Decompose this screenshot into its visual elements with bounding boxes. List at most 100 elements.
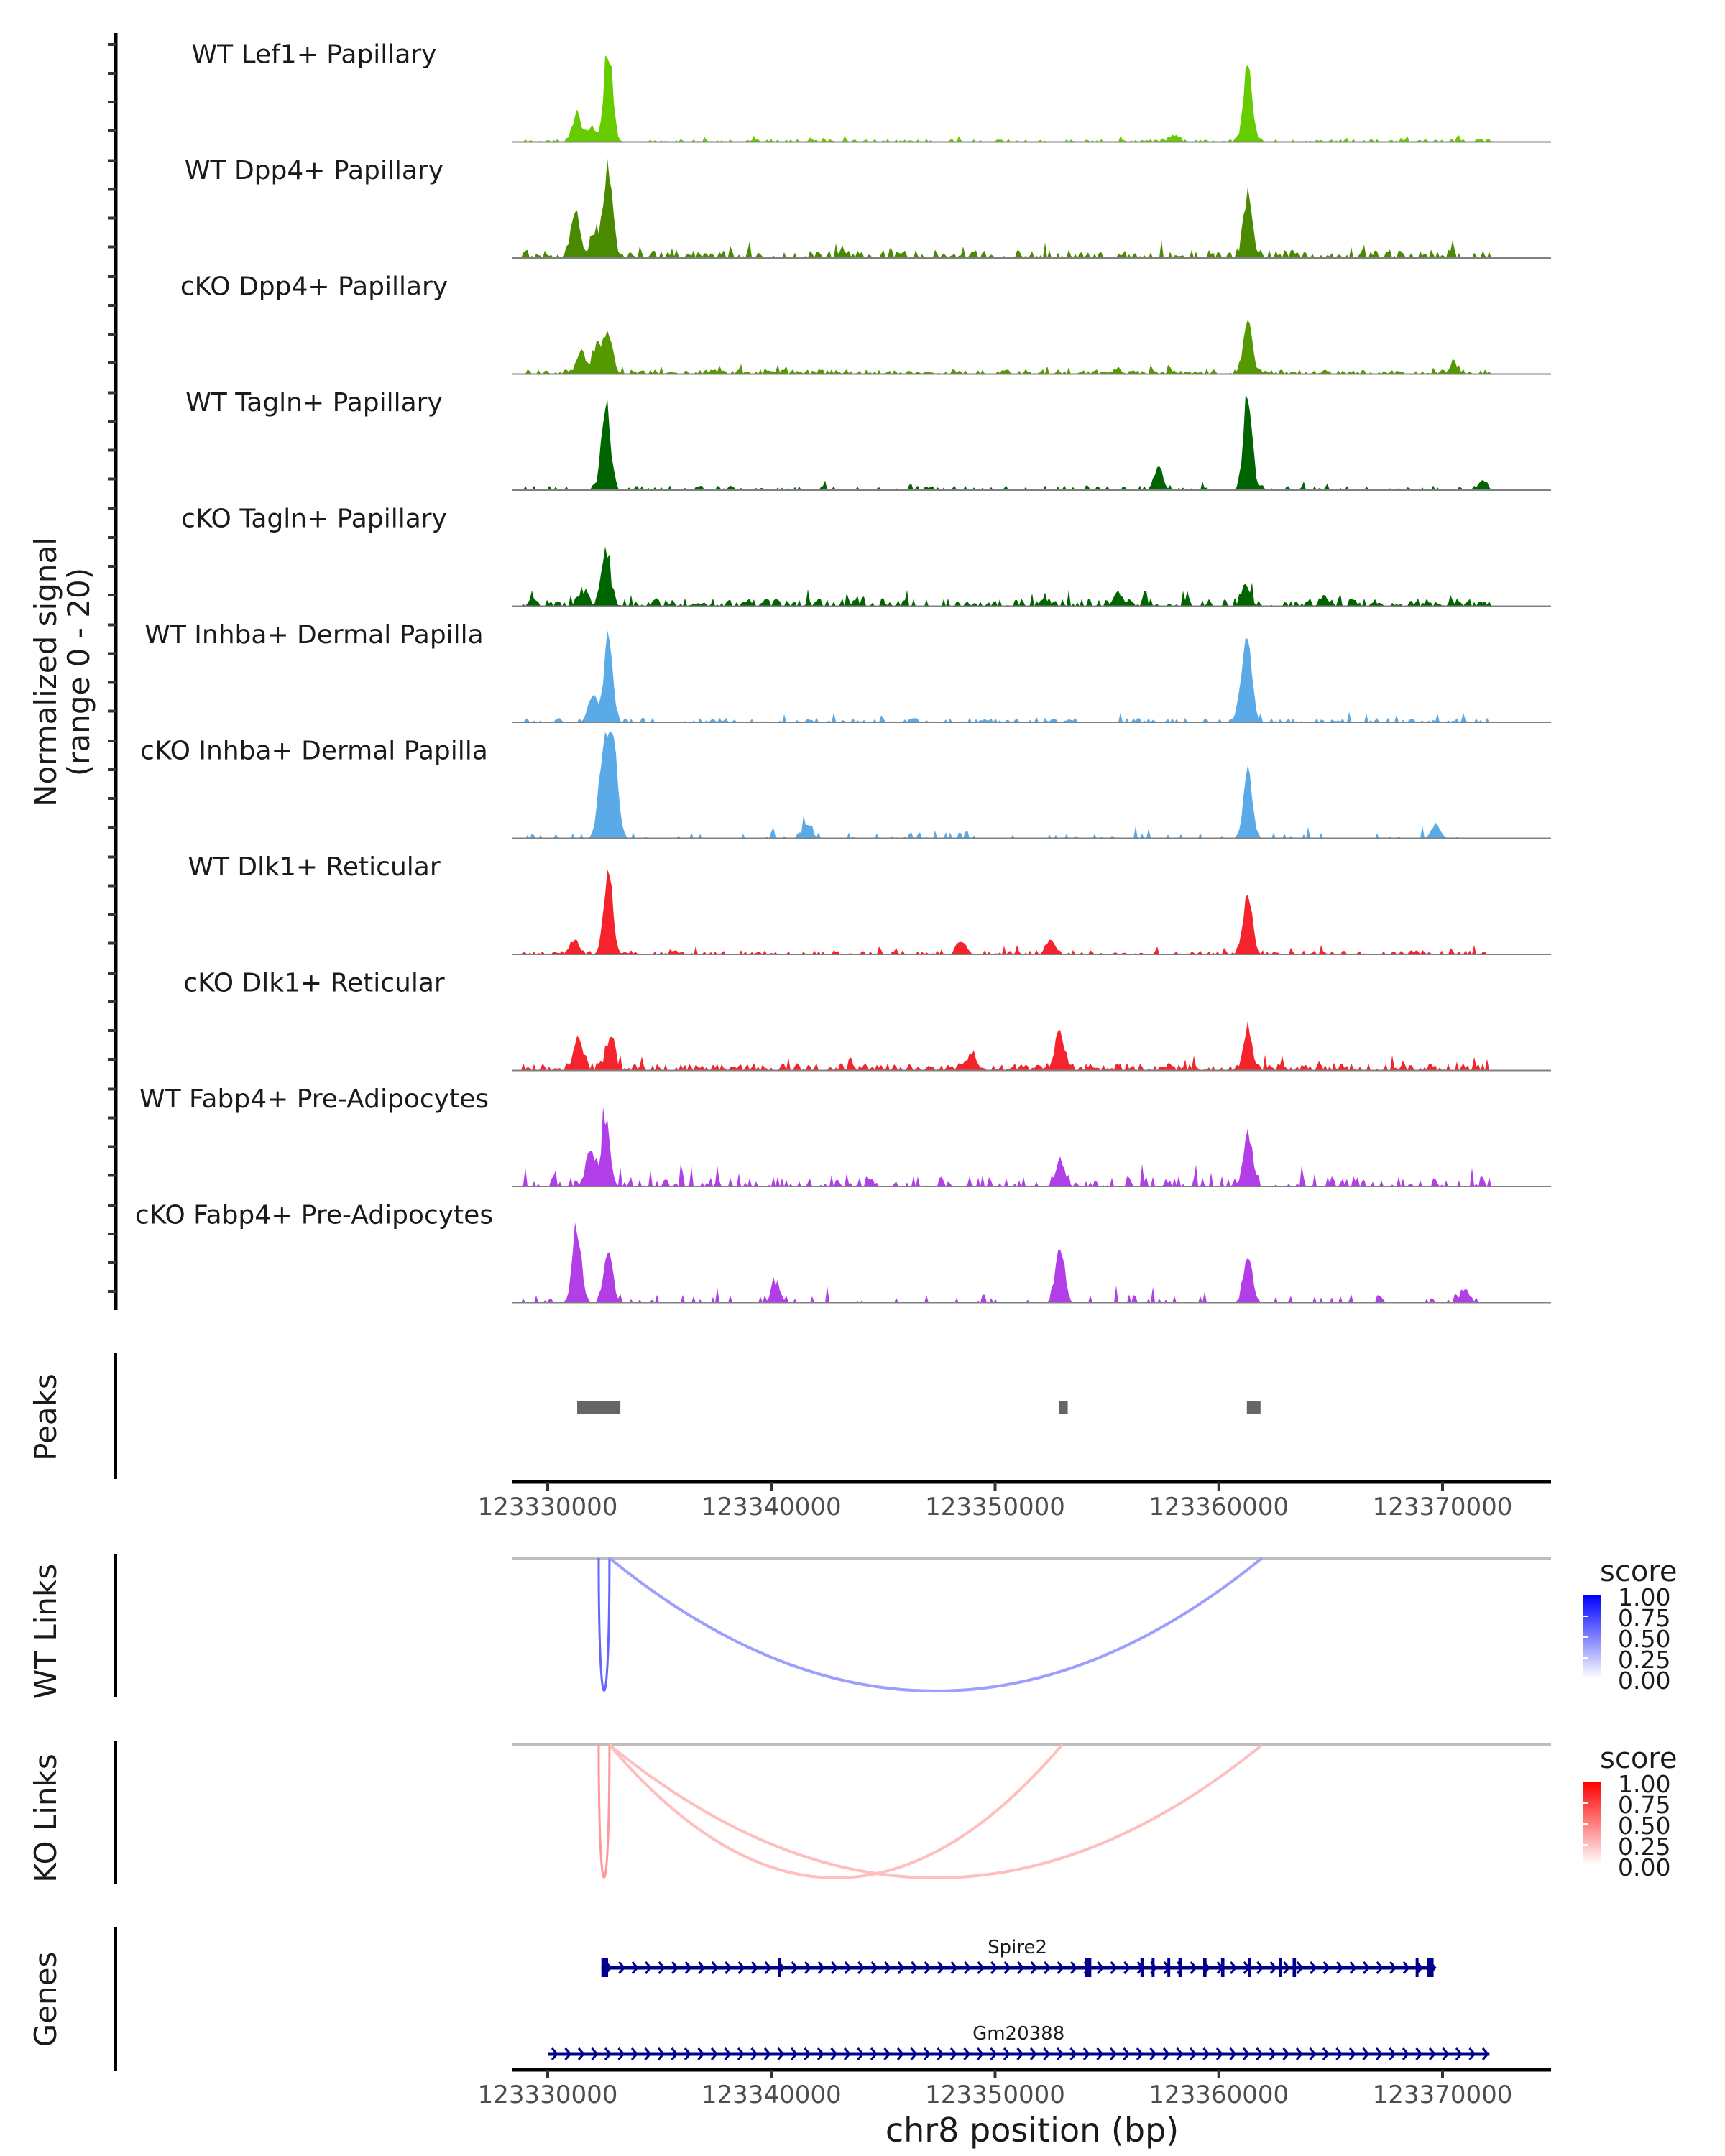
link-arc: [608, 1743, 1064, 1879]
coverage-track: cKO Dlk1+ Reticular: [183, 969, 1551, 1072]
strand-arrow: [1310, 1961, 1317, 1974]
strand-arrow: [1016, 2047, 1024, 2060]
strand-arrow: [1215, 2047, 1223, 2060]
peak-region: [1246, 1401, 1261, 1414]
strand-arrow: [1363, 1961, 1371, 1974]
strand-arrow: [1256, 2047, 1264, 2060]
strand-arrow: [1003, 1961, 1011, 1974]
strand-arrow: [844, 1961, 852, 1974]
strand-arrow: [684, 2047, 691, 2060]
strand-arrow: [750, 2047, 758, 2060]
peak-region: [577, 1401, 621, 1414]
coverage-area: [512, 546, 1551, 607]
x-axis-tick-label: 123340000: [702, 2081, 842, 2109]
coverage-track: cKO Inhba+ Dermal Papilla: [140, 732, 1551, 839]
strand-arrow: [1322, 2047, 1330, 2060]
strand-arrow: [1136, 2047, 1144, 2060]
genes: Spire2 Gm20388: [548, 1937, 1490, 2060]
track-label: WT Tagln+ Papillary: [185, 388, 443, 418]
legend-break-label: 0.75: [1618, 1791, 1670, 1819]
strand-arrow: [804, 2047, 811, 2060]
track-label: cKO Tagln+ Papillary: [181, 505, 447, 534]
strand-arrow: [1336, 1961, 1344, 1974]
strand-arrow: [551, 2047, 558, 2060]
coverage-track: WT Tagln+ Papillary: [185, 388, 1551, 491]
track-label: cKO Dpp4+ Papillary: [180, 272, 448, 302]
strand-arrow: [1415, 2047, 1423, 2060]
track-label: cKO Dlk1+ Reticular: [183, 969, 445, 998]
strand-arrow: [1202, 2047, 1210, 2060]
link-arc: [597, 1557, 611, 1692]
genes-track-label: Genes: [28, 1952, 63, 2047]
gene-name-label: Gm20388: [972, 2023, 1064, 2045]
strand-arrow: [698, 1961, 706, 1974]
strand-arrow: [897, 1961, 905, 1974]
strand-arrow: [1442, 2047, 1450, 2060]
strand-arrow: [1189, 2047, 1197, 2060]
strand-arrow: [737, 2047, 745, 2060]
strand-arrow: [577, 2047, 585, 2060]
coverage-track: WT Fabp4+ Pre-Adipocytes: [139, 1084, 1551, 1187]
x-axis-tick-label: 123370000: [1373, 2081, 1513, 2109]
strand-arrow: [1282, 2047, 1290, 2060]
track-label: WT Inhba+ Dermal Papilla: [144, 620, 483, 650]
coverage-y-ticks: [108, 43, 116, 1293]
link-arc: [608, 1557, 1264, 1692]
strand-arrow: [1110, 1961, 1118, 1974]
strand-arrow: [1029, 2047, 1037, 2060]
wt-links-label-group: WT Links: [28, 1564, 63, 1699]
strand-arrow: [816, 2047, 824, 2060]
legend-title: score: [1600, 1742, 1677, 1775]
coverage-area: [512, 732, 1551, 839]
legend-break-label: 0.00: [1618, 1853, 1670, 1881]
x-axis-tick-label: 123360000: [1149, 2081, 1289, 2109]
strand-arrow: [710, 2047, 718, 2060]
x-axis-tick-label: 123330000: [478, 2081, 618, 2109]
strand-arrow: [1269, 1961, 1277, 1974]
legend-break-label: 0.50: [1618, 1625, 1670, 1653]
strand-arrow: [604, 2047, 612, 2060]
gene-name-label: Spire2: [988, 1937, 1047, 1958]
strand-arrow: [777, 2047, 785, 2060]
gene-exon: [1167, 1958, 1171, 1977]
strand-arrow: [697, 2047, 705, 2060]
gene-exon: [1427, 1958, 1434, 1977]
strand-arrow: [1057, 1961, 1064, 1974]
coverage-track: cKO Dpp4+ Papillary: [180, 272, 1551, 375]
strand-arrow: [1149, 2047, 1157, 2060]
strand-arrow: [1123, 2047, 1131, 2060]
strand-arrow: [751, 1961, 759, 1974]
strand-arrow: [658, 1961, 666, 1974]
strand-arrow: [884, 1961, 892, 1974]
strand-arrow: [843, 2047, 851, 2060]
bottom-position-axis-ticks: 123330000 123340000 123350000 123360000 1233…: [478, 2070, 1513, 2109]
strand-arrow: [618, 1961, 626, 1974]
legend-break-label: 0.25: [1618, 1646, 1670, 1674]
strand-arrow: [883, 2047, 891, 2060]
strand-arrow: [870, 1961, 878, 1974]
strand-arrow: [671, 1961, 679, 1974]
strand-arrow: [631, 1961, 639, 1974]
coverage-area: [512, 1222, 1551, 1303]
x-axis-tick-label: 123350000: [925, 2081, 1065, 2109]
legend-break-label: 0.75: [1618, 1604, 1670, 1632]
strand-arrow: [1402, 1961, 1410, 1974]
strand-arrow: [937, 1961, 945, 1974]
strand-arrow: [791, 1961, 799, 1974]
coverage-tracks: WT Lef1+ Papillary WT Dpp4+ Papillary cKO …: [135, 40, 1551, 1304]
strand-arrow: [857, 2047, 865, 2060]
gene-exon: [1085, 1958, 1092, 1977]
strand-arrow: [831, 1961, 839, 1974]
coverage-area: [512, 319, 1551, 374]
strand-arrow: [1056, 2047, 1064, 2060]
strand-arrow: [937, 2047, 944, 2060]
gene-exon: [1220, 1958, 1225, 1977]
strand-arrow: [1455, 2047, 1463, 2060]
link-arc: [597, 1744, 611, 1879]
strand-arrow: [1322, 1961, 1330, 1974]
strand-arrow: [896, 2047, 904, 2060]
coverage-area: [512, 630, 1551, 722]
legend-break-label: 0.25: [1618, 1833, 1670, 1861]
strand-arrow: [644, 2047, 652, 2060]
y-axis-title-line1: Normalized signal: [28, 537, 63, 807]
